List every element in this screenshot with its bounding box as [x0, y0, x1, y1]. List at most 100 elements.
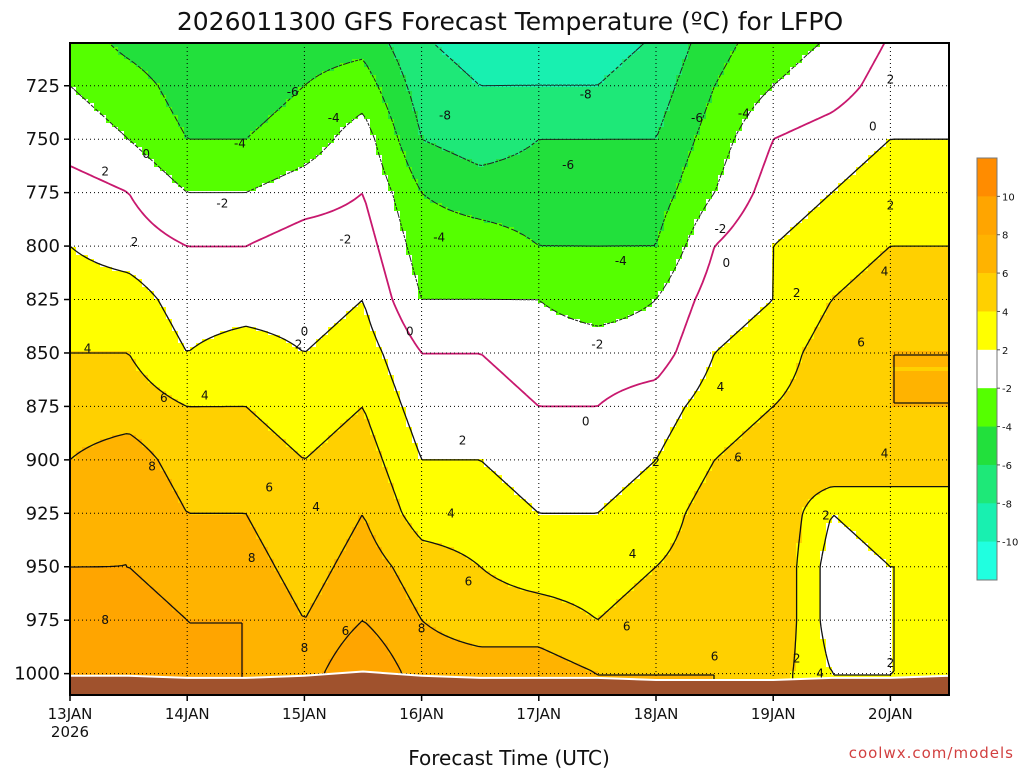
temp-cell	[310, 159, 317, 164]
temp-cell	[310, 111, 317, 116]
temp-cell	[88, 171, 95, 176]
temp-cell	[466, 131, 473, 136]
temp-cell	[604, 55, 611, 60]
temp-cell	[502, 55, 509, 60]
temp-cell	[340, 71, 347, 76]
temp-cell	[616, 59, 623, 64]
temp-cell	[412, 67, 419, 72]
temp-cell	[532, 171, 539, 176]
temp-cell	[640, 135, 647, 140]
temp-cell	[946, 99, 949, 104]
temp-cell	[742, 151, 749, 156]
temp-cell	[340, 167, 347, 172]
temp-cell	[184, 59, 191, 64]
temp-cell	[256, 175, 263, 180]
temp-cell	[808, 91, 815, 96]
temp-cell	[850, 143, 857, 148]
temp-cell	[466, 47, 473, 52]
temp-cell	[310, 131, 317, 136]
temp-cell	[568, 111, 575, 116]
temp-cell	[520, 151, 527, 156]
temp-cell	[532, 87, 539, 92]
temp-cell	[280, 119, 287, 124]
temp-cell	[154, 131, 161, 136]
temp-cell	[844, 103, 851, 108]
temp-cell	[826, 83, 833, 88]
temp-cell	[778, 123, 785, 128]
temp-cell	[760, 131, 767, 136]
temp-cell	[442, 83, 449, 88]
temp-cell	[586, 119, 593, 124]
temp-cell	[484, 103, 491, 108]
temp-cell	[76, 143, 83, 148]
temp-cell	[736, 59, 743, 64]
temp-cell	[730, 175, 737, 180]
temp-cell	[550, 71, 557, 76]
temp-cell	[640, 163, 647, 168]
temp-cell	[94, 55, 101, 60]
temp-cell	[106, 75, 113, 80]
temp-cell	[178, 43, 185, 48]
temp-cell	[934, 131, 941, 136]
temp-cell	[490, 79, 497, 84]
temp-cell	[742, 103, 749, 108]
temp-cell	[934, 175, 941, 180]
temp-cell	[328, 123, 335, 128]
temp-cell	[832, 55, 839, 60]
temp-cell	[664, 151, 671, 156]
temp-cell	[736, 47, 743, 52]
temp-cell	[472, 63, 479, 68]
temp-cell	[700, 163, 707, 168]
temp-cell	[664, 91, 671, 96]
temp-cell	[94, 71, 101, 76]
temp-cell	[736, 135, 743, 140]
temp-cell	[640, 171, 647, 176]
temp-cell	[136, 91, 143, 96]
temp-cell	[364, 91, 371, 96]
temp-cell	[682, 47, 689, 52]
temp-cell	[778, 95, 785, 100]
temp-cell	[268, 43, 275, 48]
temp-cell	[934, 87, 941, 92]
temp-cell	[460, 79, 467, 84]
temp-cell	[142, 127, 149, 132]
temp-cell	[502, 43, 509, 48]
temp-cell	[400, 135, 407, 140]
temp-cell	[778, 107, 785, 112]
temp-cell	[172, 95, 179, 100]
temp-cell	[766, 71, 773, 76]
temp-cell	[400, 119, 407, 124]
temp-cell	[106, 63, 113, 68]
temp-cell	[760, 155, 767, 160]
temp-cell	[706, 115, 713, 120]
temp-cell	[424, 171, 431, 176]
temp-cell	[634, 163, 641, 168]
temp-cell	[376, 163, 383, 168]
temp-cell	[826, 131, 833, 136]
temp-cell	[418, 155, 425, 160]
temp-cell	[868, 87, 875, 92]
temp-cell	[226, 163, 233, 168]
temp-cell	[424, 71, 431, 76]
temp-cell	[322, 139, 329, 144]
temp-cell	[460, 171, 467, 176]
temp-cell	[658, 159, 665, 164]
temp-cell	[106, 103, 113, 108]
temp-cell	[544, 63, 551, 68]
temp-cell	[526, 51, 533, 56]
temp-cell	[406, 51, 413, 56]
temp-cell	[142, 83, 149, 88]
temp-cell	[262, 131, 269, 136]
temp-cell	[502, 143, 509, 148]
temp-cell	[142, 59, 149, 64]
temp-cell	[424, 103, 431, 108]
temp-cell	[364, 171, 371, 176]
temp-cell	[322, 79, 329, 84]
temp-cell	[640, 155, 647, 160]
temp-cell	[682, 83, 689, 88]
temp-cell	[832, 71, 839, 76]
temp-cell	[454, 155, 461, 160]
temp-cell	[346, 67, 353, 72]
temp-cell	[214, 47, 221, 52]
temp-cell	[946, 143, 949, 148]
